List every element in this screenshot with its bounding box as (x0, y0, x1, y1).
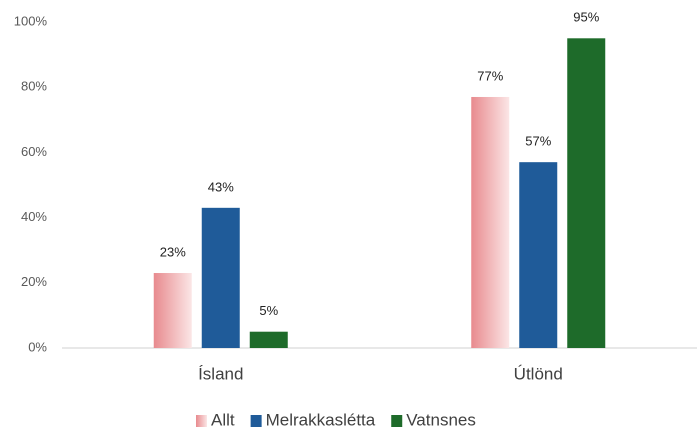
legend-swatch (391, 415, 403, 427)
legend-label: Vatnsnes (406, 410, 476, 429)
x-tick-label: Ísland (198, 364, 243, 383)
y-tick-label: 0% (28, 339, 47, 354)
value-label: 5% (259, 303, 278, 318)
bar (519, 162, 558, 348)
legend-swatch (196, 415, 207, 427)
bar (201, 207, 240, 348)
legend-swatch (250, 415, 262, 427)
bar (471, 96, 510, 348)
y-tick-label: 60% (21, 144, 47, 159)
y-tick-label: 80% (21, 79, 47, 94)
value-label: 57% (525, 134, 551, 149)
y-tick-label: 40% (21, 209, 47, 224)
value-label: 43% (208, 179, 234, 194)
y-tick-label: 100% (14, 13, 48, 28)
value-label: 23% (160, 244, 186, 259)
value-label: 77% (477, 68, 503, 83)
bar (567, 38, 606, 349)
bar (153, 273, 192, 348)
value-label: 95% (573, 10, 599, 25)
legend-label: Allt (211, 410, 235, 429)
x-tick-label: Útlönd (514, 364, 563, 383)
y-tick-label: 20% (21, 274, 47, 289)
bar (249, 331, 288, 348)
legend-label: Melrakkaslétta (266, 410, 376, 429)
